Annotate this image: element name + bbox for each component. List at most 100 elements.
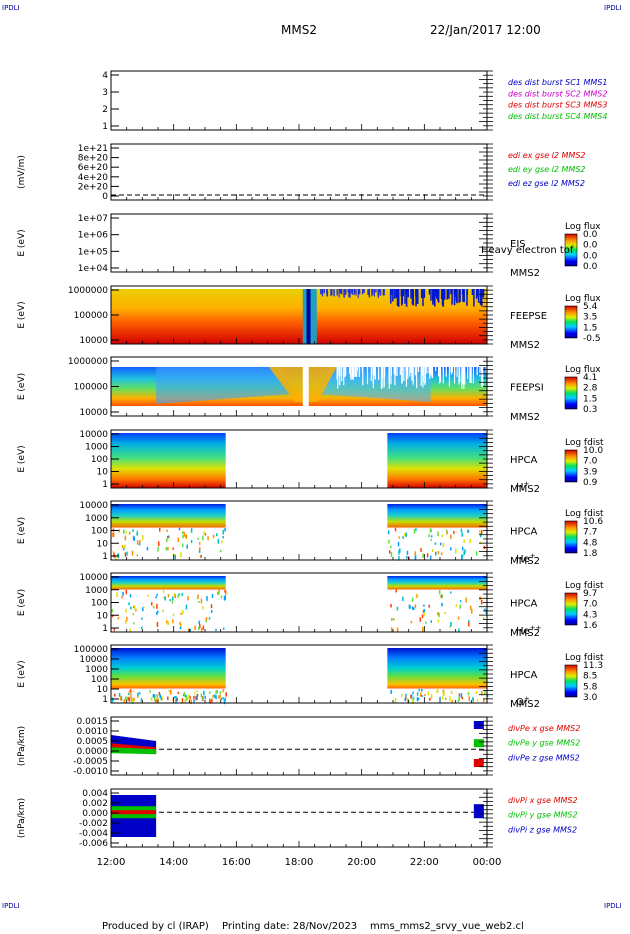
- hpca-scatter-bin: [415, 528, 417, 532]
- hpca-scatter-bin: [430, 694, 433, 699]
- hpca-scatter-bin: [181, 698, 184, 703]
- hpca-scatter-bin: [430, 620, 432, 623]
- hpca-scatter-bin: [481, 599, 483, 605]
- hpca-scatter-bin: [129, 628, 131, 633]
- hpca-scatter-bin: [458, 628, 460, 633]
- feepse-sparse-bin: [477, 289, 480, 303]
- colorbar-tick-label: 11.3: [583, 661, 603, 671]
- hpca-scatter-bin: [408, 604, 411, 609]
- panel-frame: [110, 143, 488, 201]
- hpca-scatter-bin: [446, 529, 448, 533]
- hpca-scatter-bin: [413, 607, 415, 611]
- feepsi-data-gap: [348, 367, 351, 374]
- hpca-scatter-bin: [220, 697, 222, 701]
- hpca-scatter-bin: [485, 609, 487, 614]
- y-tick-label: 4e+20: [78, 173, 109, 183]
- hpca-scatter-bin: [388, 539, 390, 544]
- y-tick-label: -0.0005: [73, 757, 108, 767]
- hpca-left-block: [111, 504, 226, 528]
- hpca-scatter-bin: [181, 592, 184, 596]
- y-axis-label: E (eV): [17, 373, 27, 400]
- feepsi-data-gap: [396, 367, 398, 377]
- feepsi-data-gap: [354, 367, 357, 377]
- feepse-sparse-bin: [382, 289, 385, 296]
- feepsi-data-gap: [399, 367, 401, 376]
- feepse-sparse-bin: [321, 289, 324, 297]
- feepse-sparse-bin: [320, 289, 322, 295]
- hpca-scatter-bin: [194, 692, 196, 695]
- feepse-sparse-bin: [397, 289, 400, 307]
- hpca-scatter-bin: [129, 689, 132, 693]
- hpca-scatter-bin: [395, 589, 397, 593]
- feepse-sparse-bin: [390, 289, 392, 304]
- hpca-scatter-bin: [186, 544, 188, 549]
- colorbar-tick-label: 4.8: [583, 538, 598, 548]
- hpca-scatter-bin: [402, 536, 404, 539]
- feepsi-data-gap: [467, 367, 469, 379]
- hpca-scatter-bin: [421, 694, 423, 697]
- hpca-scatter-bin: [179, 621, 181, 626]
- feepsi-data-gap: [362, 367, 364, 386]
- hpca-scatter-bin: [125, 531, 127, 534]
- header-left-tag: IPDLI: [2, 4, 20, 12]
- divpe-y-end: [473, 739, 484, 748]
- colorbar-tick-label: 3.9: [583, 467, 598, 477]
- hpca-scatter-bin: [138, 542, 141, 546]
- y-tick-label: -0.006: [79, 839, 108, 849]
- feepsi-data-gap: [341, 367, 343, 382]
- y-axis-label: E (eV): [17, 301, 27, 328]
- legend-entry: des dist burst SC1 MMS1: [508, 78, 607, 87]
- hpca-scatter-bin: [212, 534, 215, 539]
- x-tick-label: 12:00: [97, 857, 126, 868]
- hpca-scatter-bin: [121, 544, 124, 548]
- hpca-scatter-bin: [156, 621, 159, 627]
- colorbar: [564, 592, 578, 626]
- feepsi-data-gap: [429, 367, 431, 379]
- hpca-scatter-bin: [158, 541, 160, 547]
- hpca-scatter-bin: [224, 595, 227, 600]
- hpca-scatter-bin: [126, 551, 128, 556]
- hpca-scatter-bin: [398, 549, 401, 553]
- colorbar-tick-label: 5.4: [583, 302, 598, 312]
- y-tick-label: 8e+20: [78, 154, 109, 164]
- page-title: MMS2: [281, 23, 317, 37]
- y-axis-label: E (eV): [17, 517, 27, 544]
- hpca-scatter-bin: [132, 613, 134, 616]
- instrument-label: HPCA: [510, 599, 538, 610]
- feepse-sparse-bin: [371, 289, 373, 297]
- hpca-scatter-bin: [437, 619, 440, 623]
- hpca-scatter-bin: [204, 533, 207, 536]
- panel-frame: [110, 70, 488, 131]
- hpca-scatter-bin: [417, 697, 420, 701]
- feepse-sparse-bin: [412, 289, 415, 306]
- feepse-sparse-bin: [377, 289, 380, 298]
- hpca-scatter-bin: [167, 536, 169, 539]
- feepse-sparse-bin: [410, 289, 412, 299]
- hpca-scatter-bin: [135, 608, 137, 612]
- hpca-scatter-bin: [168, 689, 171, 692]
- hpca-scatter-bin: [428, 534, 430, 538]
- hpca-scatter-bin: [121, 595, 123, 599]
- feepse-sparse-bin: [458, 289, 460, 303]
- spacecraft-label: MMS2: [510, 412, 540, 423]
- hpca-scatter-bin: [165, 538, 168, 543]
- hpca-scatter-bin: [422, 553, 424, 558]
- hpca-scatter-bin: [420, 548, 422, 552]
- hpca-scatter-bin: [426, 553, 429, 558]
- y-tick-label: 1e+04: [78, 264, 109, 274]
- hpca-scatter-bin: [478, 530, 481, 535]
- hpca-scatter-bin: [189, 628, 191, 632]
- hpca-scatter-bin: [421, 689, 423, 692]
- hpca-scatter-bin: [126, 616, 128, 622]
- y-tick-label: -0.002: [79, 819, 108, 829]
- hpca-scatter-bin: [123, 529, 125, 534]
- hpca-scatter-bin: [223, 595, 226, 601]
- hpca-scatter-bin: [124, 552, 127, 557]
- feepsi-data-gap: [390, 367, 392, 376]
- colorbar-tick-label: 0.0: [583, 262, 598, 272]
- spacecraft-label: MMS2: [510, 699, 540, 710]
- feepsi-data-gap: [426, 367, 428, 374]
- hpca-scatter-bin: [167, 621, 169, 626]
- feepse-sparse-bin: [443, 289, 445, 294]
- feepsi-data-gap: [374, 367, 376, 380]
